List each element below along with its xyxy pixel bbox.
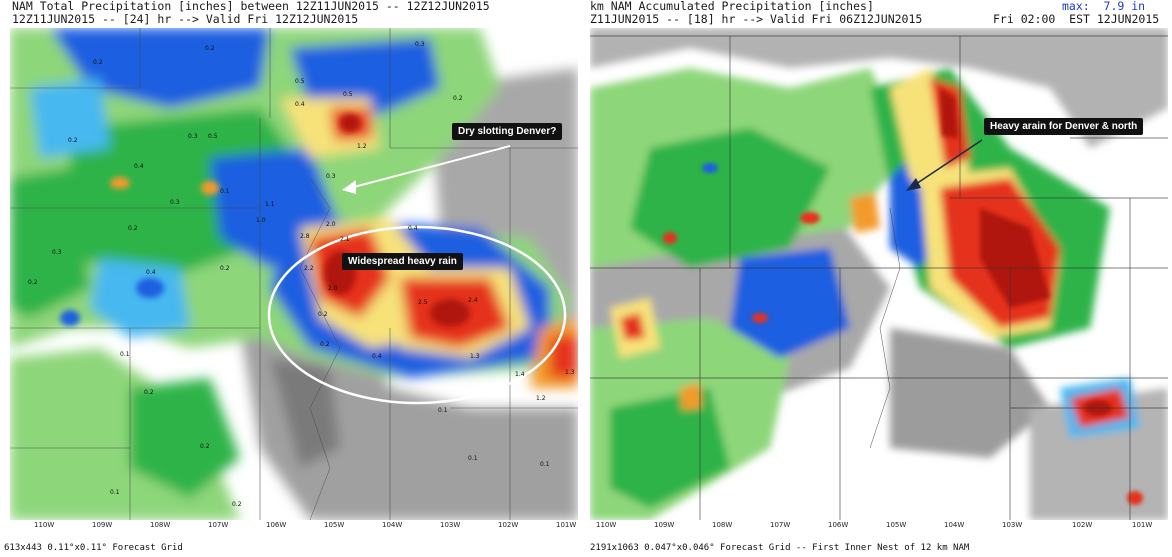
- contour-label: 0.2: [200, 443, 210, 450]
- contour-label: 0.4: [146, 269, 156, 276]
- contour-label: 0.1: [438, 407, 448, 414]
- heavy-rain-ellipse: [267, 225, 567, 405]
- contour-label: 0.3: [170, 199, 180, 206]
- contour-label: 0.2: [232, 501, 242, 508]
- contour-label: 1.3: [565, 369, 575, 376]
- contour-label: 0.2: [128, 225, 138, 232]
- lon-tick: 106W: [266, 521, 287, 529]
- contour-label: 0.3: [415, 41, 425, 48]
- contour-label: 0.3: [52, 249, 62, 256]
- lon-tick: 104W: [382, 521, 403, 529]
- contour-label: 2.8: [300, 233, 310, 240]
- contour-label: 0.2: [205, 45, 215, 52]
- lon-tick: 110W: [596, 521, 617, 529]
- max-value-label: max: 7.9 in: [1062, 0, 1146, 13]
- local-valid-time: Fri 02:00 EST 12JUN2015: [993, 12, 1160, 26]
- denver-arrowhead: [906, 178, 921, 191]
- lon-tick: 101W: [556, 521, 577, 529]
- lon-tick: 107W: [208, 521, 229, 529]
- lon-tick: 104W: [944, 521, 965, 529]
- lon-tick: 102W: [1072, 521, 1093, 529]
- dry-slot-arrowhead: [342, 180, 356, 194]
- lon-tick: 107W: [770, 521, 791, 529]
- contour-labels: 0.2 0.5 0.3 0.2 0.4 0.5 1.2 0.2 0.3 0.5 …: [28, 41, 575, 508]
- contour-label: 0.4: [408, 225, 418, 232]
- contour-label: 0.1: [120, 351, 130, 358]
- left-footer: 613x443 0.11°x0.11° Forecast Grid: [4, 543, 183, 553]
- dry-slotting-callout: Dry slotting Denver?: [452, 123, 563, 140]
- contour-label: 2.5: [418, 299, 428, 306]
- left-title-line2: 12Z11JUN2015 -- [24] hr --> Valid Fri 12…: [12, 12, 359, 26]
- lon-tick: 102W: [498, 521, 519, 529]
- lon-tick: 103W: [1002, 521, 1023, 529]
- lon-tick: 103W: [440, 521, 461, 529]
- right-precip-map: [590, 28, 1168, 520]
- contour-label: 0.4: [134, 163, 144, 170]
- right-title-line1: km NAM Accumulated Precipitation [inches…: [590, 0, 874, 13]
- lon-tick: 110W: [34, 521, 55, 529]
- heavy-rain-denver-callout: Heavy arain for Denver & north: [984, 118, 1144, 135]
- contour-label: 0.1: [468, 455, 478, 462]
- contour-label: 1.1: [265, 201, 275, 208]
- contour-label: 0.2: [93, 59, 103, 66]
- right-map-panel: km NAM Accumulated Precipitation [inches…: [588, 0, 1172, 557]
- contour-label: 0.5: [343, 91, 353, 98]
- contour-label: 0.4: [372, 353, 382, 360]
- contour-label: 0.3: [188, 133, 198, 140]
- lon-tick: 108W: [712, 521, 733, 529]
- contour-label: 1.2: [357, 143, 367, 150]
- contour-label: 0.2: [68, 137, 78, 144]
- lon-tick: 105W: [324, 521, 345, 529]
- contour-label: 2.0: [328, 285, 338, 292]
- lon-tick: 105W: [886, 521, 907, 529]
- contour-label: 0.2: [28, 279, 38, 286]
- contour-label: 1.2: [536, 395, 546, 402]
- contour-label: 0.2: [453, 95, 463, 102]
- contour-label: 2.1: [340, 236, 350, 243]
- lon-tick: 108W: [150, 521, 171, 529]
- contour-label: 0.3: [326, 173, 336, 180]
- contour-label: 0.2: [320, 341, 330, 348]
- contour-label: 2.4: [468, 297, 478, 304]
- contour-label: 0.5: [295, 78, 305, 85]
- lon-tick: 109W: [92, 521, 113, 529]
- contour-label: 0.2: [144, 389, 154, 396]
- widespread-heavy-rain-callout: Widespread heavy rain: [342, 253, 463, 270]
- contour-label: 0.1: [540, 461, 550, 468]
- denver-arrow: [912, 139, 983, 187]
- left-precip-map: 0.2 0.5 0.3 0.2 0.4 0.5 1.2 0.2 0.3 0.5 …: [10, 28, 578, 520]
- left-map-panel: NAM Total Precipitation [inches] between…: [0, 0, 580, 557]
- lon-tick: 101W: [1132, 521, 1153, 529]
- contour-label: 0.5: [208, 133, 218, 140]
- left-title-line1: NAM Total Precipitation [inches] between…: [12, 0, 490, 13]
- contour-label: 0.2: [220, 265, 230, 272]
- contour-label: 0.1: [220, 188, 230, 195]
- contour-label: 2.0: [326, 221, 336, 228]
- dry-slot-arrow: [349, 145, 511, 189]
- right-title-line2: Z11JUN2015 -- [18] hr --> Valid Fri 06Z1…: [590, 12, 923, 26]
- contour-label: 1.4: [515, 371, 525, 378]
- contour-label: 1.3: [470, 353, 480, 360]
- lon-tick: 106W: [828, 521, 849, 529]
- contour-label: 2.2: [304, 265, 314, 272]
- contour-label: 0.4: [295, 101, 305, 108]
- contour-label: 1.0: [256, 217, 266, 224]
- right-footer: 2191x1063 0.047°x0.046° Forecast Grid --…: [590, 543, 970, 553]
- lon-tick: 109W: [654, 521, 675, 529]
- contour-label: 0.2: [318, 311, 328, 318]
- contour-label: 0.1: [110, 489, 120, 496]
